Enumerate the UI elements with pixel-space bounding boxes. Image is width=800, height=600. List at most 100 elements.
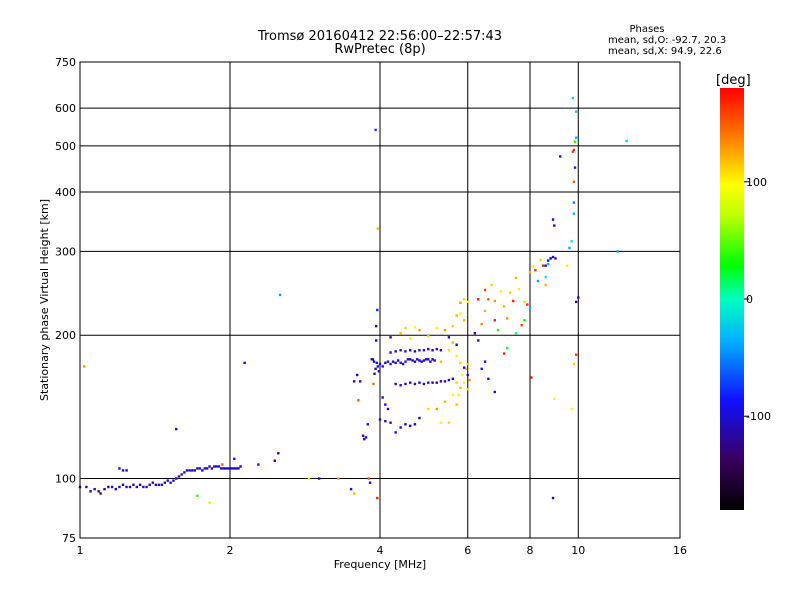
data-point bbox=[399, 426, 402, 429]
data-point bbox=[411, 359, 414, 362]
data-point bbox=[97, 490, 100, 493]
data-point bbox=[435, 407, 438, 411]
data-point bbox=[142, 485, 145, 489]
x-tick-label: 10 bbox=[571, 544, 585, 557]
data-point bbox=[429, 360, 432, 363]
data-point bbox=[394, 361, 397, 365]
data-point bbox=[399, 331, 402, 335]
data-point bbox=[455, 343, 458, 346]
data-point bbox=[568, 246, 571, 250]
data-point bbox=[364, 436, 368, 439]
data-point bbox=[384, 419, 387, 423]
data-point bbox=[461, 373, 464, 377]
data-point bbox=[431, 381, 434, 384]
x-tick-label: 16 bbox=[673, 544, 687, 557]
data-point bbox=[424, 358, 428, 361]
data-point bbox=[435, 381, 438, 384]
phase-header: Phases bbox=[629, 24, 664, 35]
data-point bbox=[520, 323, 523, 327]
data-point bbox=[553, 397, 556, 401]
data-point bbox=[572, 201, 576, 204]
data-point bbox=[208, 465, 211, 468]
data-point bbox=[355, 373, 359, 377]
data-point bbox=[352, 380, 356, 383]
data-point bbox=[188, 469, 191, 472]
data-point bbox=[201, 469, 204, 472]
data-point bbox=[505, 346, 509, 350]
data-point bbox=[455, 354, 458, 358]
data-point bbox=[394, 350, 397, 353]
data-point bbox=[574, 353, 578, 356]
data-point bbox=[570, 407, 573, 411]
data-point bbox=[317, 477, 321, 480]
x-tick-label: 6 bbox=[464, 544, 471, 557]
data-point bbox=[191, 469, 194, 472]
data-point bbox=[376, 308, 379, 312]
data-point bbox=[160, 483, 164, 487]
data-point bbox=[544, 283, 547, 287]
data-point bbox=[357, 399, 360, 402]
data-point bbox=[466, 362, 469, 366]
data-point bbox=[277, 452, 280, 455]
data-point bbox=[439, 360, 443, 363]
data-points bbox=[78, 96, 628, 504]
x-tick-label: 8 bbox=[527, 544, 534, 557]
data-point bbox=[239, 465, 242, 468]
data-point bbox=[381, 365, 384, 368]
data-point bbox=[480, 367, 483, 371]
data-point bbox=[573, 166, 577, 169]
data-point bbox=[551, 496, 555, 500]
data-point bbox=[571, 96, 575, 100]
y-ticks: 75 100 200 300 400 500 600 750 bbox=[55, 56, 76, 545]
data-point bbox=[572, 362, 576, 366]
data-point bbox=[514, 331, 518, 335]
data-point bbox=[154, 483, 158, 487]
data-point bbox=[505, 317, 509, 320]
y-tick-label: 600 bbox=[55, 102, 76, 115]
data-point bbox=[413, 325, 417, 329]
data-point bbox=[451, 393, 455, 396]
data-point bbox=[427, 335, 430, 338]
data-point bbox=[243, 361, 246, 365]
data-point bbox=[573, 140, 577, 143]
data-point bbox=[367, 477, 371, 480]
colorbar-tick-label: 100 bbox=[746, 176, 767, 189]
data-point bbox=[386, 360, 390, 363]
data-point bbox=[455, 381, 458, 384]
data-point bbox=[422, 349, 426, 352]
data-point bbox=[499, 290, 503, 293]
data-point bbox=[508, 291, 512, 294]
data-point bbox=[210, 467, 214, 470]
data-point bbox=[375, 361, 378, 365]
data-point bbox=[439, 421, 443, 424]
data-point bbox=[374, 128, 377, 132]
data-point bbox=[172, 479, 175, 482]
data-point bbox=[517, 287, 521, 291]
data-point bbox=[570, 240, 573, 243]
data-point bbox=[409, 381, 412, 384]
x-axis-label: Frequency [MHz] bbox=[334, 558, 426, 571]
data-point bbox=[349, 487, 353, 491]
data-point bbox=[372, 360, 376, 363]
data-point bbox=[138, 483, 142, 487]
data-point bbox=[125, 485, 128, 489]
data-point bbox=[490, 283, 493, 287]
data-point bbox=[577, 296, 580, 299]
data-point bbox=[483, 360, 487, 363]
data-point bbox=[121, 469, 125, 472]
data-point bbox=[233, 457, 236, 461]
data-point bbox=[224, 467, 227, 470]
data-point bbox=[89, 490, 92, 493]
data-point bbox=[404, 423, 407, 426]
data-point bbox=[148, 483, 151, 487]
data-point bbox=[213, 465, 216, 468]
data-point bbox=[377, 370, 381, 373]
data-point bbox=[483, 309, 487, 313]
data-point bbox=[374, 339, 378, 342]
data-point bbox=[413, 350, 417, 353]
data-point bbox=[572, 180, 576, 184]
y-tick-label: 300 bbox=[55, 245, 76, 258]
data-point bbox=[487, 298, 490, 301]
data-point bbox=[455, 314, 458, 317]
